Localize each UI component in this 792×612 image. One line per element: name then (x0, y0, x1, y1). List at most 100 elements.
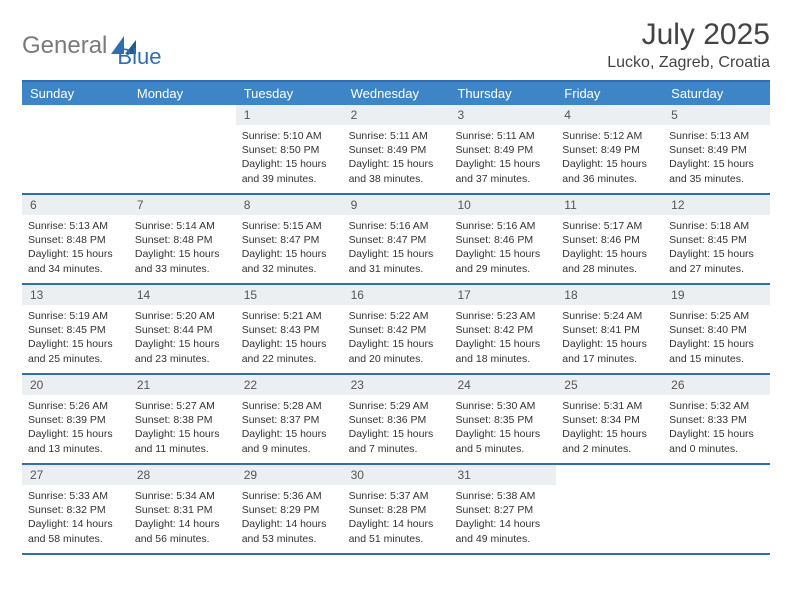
sunrise-text: Sunrise: 5:11 AM (349, 129, 444, 143)
day-body: Sunrise: 5:21 AMSunset: 8:43 PMDaylight:… (236, 305, 343, 372)
day-body: Sunrise: 5:11 AMSunset: 8:49 PMDaylight:… (343, 125, 450, 192)
sunset-text: Sunset: 8:46 PM (455, 233, 550, 247)
sunset-text: Sunset: 8:28 PM (349, 503, 444, 517)
daylight-text: Daylight: 15 hours and 29 minutes. (455, 247, 550, 275)
sunrise-text: Sunrise: 5:15 AM (242, 219, 337, 233)
sunset-text: Sunset: 8:46 PM (562, 233, 657, 247)
day-cell: 10Sunrise: 5:16 AMSunset: 8:46 PMDayligh… (449, 195, 556, 283)
sunrise-text: Sunrise: 5:19 AM (28, 309, 123, 323)
logo-text-blue: Blue (117, 44, 161, 70)
sunrise-text: Sunrise: 5:14 AM (135, 219, 230, 233)
sunrise-text: Sunrise: 5:17 AM (562, 219, 657, 233)
day-header: Friday (556, 82, 663, 105)
daylight-text: Daylight: 15 hours and 38 minutes. (349, 157, 444, 185)
sunrise-text: Sunrise: 5:37 AM (349, 489, 444, 503)
day-cell: 21Sunrise: 5:27 AMSunset: 8:38 PMDayligh… (129, 375, 236, 463)
week-row: 1Sunrise: 5:10 AMSunset: 8:50 PMDaylight… (22, 105, 770, 195)
day-number: 14 (129, 285, 236, 305)
day-body: Sunrise: 5:37 AMSunset: 8:28 PMDaylight:… (343, 485, 450, 552)
day-cell: 29Sunrise: 5:36 AMSunset: 8:29 PMDayligh… (236, 465, 343, 553)
sunrise-text: Sunrise: 5:20 AM (135, 309, 230, 323)
day-header: Monday (129, 82, 236, 105)
day-cell: 17Sunrise: 5:23 AMSunset: 8:42 PMDayligh… (449, 285, 556, 373)
day-cell: 27Sunrise: 5:33 AMSunset: 8:32 PMDayligh… (22, 465, 129, 553)
day-cell (129, 105, 236, 193)
day-body: Sunrise: 5:13 AMSunset: 8:49 PMDaylight:… (663, 125, 770, 192)
day-body: Sunrise: 5:13 AMSunset: 8:48 PMDaylight:… (22, 215, 129, 282)
day-body: Sunrise: 5:29 AMSunset: 8:36 PMDaylight:… (343, 395, 450, 462)
sunrise-text: Sunrise: 5:30 AM (455, 399, 550, 413)
daylight-text: Daylight: 15 hours and 36 minutes. (562, 157, 657, 185)
sunset-text: Sunset: 8:35 PM (455, 413, 550, 427)
day-number: 4 (556, 105, 663, 125)
day-number: 6 (22, 195, 129, 215)
day-number: 21 (129, 375, 236, 395)
sunset-text: Sunset: 8:45 PM (28, 323, 123, 337)
day-body: Sunrise: 5:23 AMSunset: 8:42 PMDaylight:… (449, 305, 556, 372)
daylight-text: Daylight: 15 hours and 37 minutes. (455, 157, 550, 185)
day-number: 27 (22, 465, 129, 485)
day-number: 9 (343, 195, 450, 215)
sunrise-text: Sunrise: 5:36 AM (242, 489, 337, 503)
daylight-text: Daylight: 15 hours and 34 minutes. (28, 247, 123, 275)
sunset-text: Sunset: 8:47 PM (349, 233, 444, 247)
sunset-text: Sunset: 8:27 PM (455, 503, 550, 517)
sunrise-text: Sunrise: 5:16 AM (349, 219, 444, 233)
sunset-text: Sunset: 8:39 PM (28, 413, 123, 427)
day-cell: 5Sunrise: 5:13 AMSunset: 8:49 PMDaylight… (663, 105, 770, 193)
day-body: Sunrise: 5:15 AMSunset: 8:47 PMDaylight:… (236, 215, 343, 282)
daylight-text: Daylight: 15 hours and 39 minutes. (242, 157, 337, 185)
day-cell: 9Sunrise: 5:16 AMSunset: 8:47 PMDaylight… (343, 195, 450, 283)
daylight-text: Daylight: 15 hours and 17 minutes. (562, 337, 657, 365)
day-cell: 26Sunrise: 5:32 AMSunset: 8:33 PMDayligh… (663, 375, 770, 463)
day-body: Sunrise: 5:10 AMSunset: 8:50 PMDaylight:… (236, 125, 343, 192)
day-number: 28 (129, 465, 236, 485)
daylight-text: Daylight: 14 hours and 53 minutes. (242, 517, 337, 545)
daylight-text: Daylight: 15 hours and 28 minutes. (562, 247, 657, 275)
sunrise-text: Sunrise: 5:10 AM (242, 129, 337, 143)
day-body: Sunrise: 5:28 AMSunset: 8:37 PMDaylight:… (236, 395, 343, 462)
daylight-text: Daylight: 14 hours and 51 minutes. (349, 517, 444, 545)
sunset-text: Sunset: 8:45 PM (669, 233, 764, 247)
sunset-text: Sunset: 8:43 PM (242, 323, 337, 337)
day-body: Sunrise: 5:32 AMSunset: 8:33 PMDaylight:… (663, 395, 770, 462)
daylight-text: Daylight: 14 hours and 49 minutes. (455, 517, 550, 545)
day-header: Sunday (22, 82, 129, 105)
day-cell: 11Sunrise: 5:17 AMSunset: 8:46 PMDayligh… (556, 195, 663, 283)
sunrise-text: Sunrise: 5:27 AM (135, 399, 230, 413)
day-header: Thursday (449, 82, 556, 105)
sunset-text: Sunset: 8:49 PM (455, 143, 550, 157)
day-body: Sunrise: 5:16 AMSunset: 8:47 PMDaylight:… (343, 215, 450, 282)
sunset-text: Sunset: 8:49 PM (562, 143, 657, 157)
day-cell: 4Sunrise: 5:12 AMSunset: 8:49 PMDaylight… (556, 105, 663, 193)
day-cell: 23Sunrise: 5:29 AMSunset: 8:36 PMDayligh… (343, 375, 450, 463)
sunrise-text: Sunrise: 5:21 AM (242, 309, 337, 323)
location-text: Lucko, Zagreb, Croatia (607, 54, 770, 72)
sunrise-text: Sunrise: 5:23 AM (455, 309, 550, 323)
sunset-text: Sunset: 8:38 PM (135, 413, 230, 427)
daylight-text: Daylight: 15 hours and 31 minutes. (349, 247, 444, 275)
sunset-text: Sunset: 8:34 PM (562, 413, 657, 427)
week-row: 27Sunrise: 5:33 AMSunset: 8:32 PMDayligh… (22, 465, 770, 555)
sunrise-text: Sunrise: 5:32 AM (669, 399, 764, 413)
daylight-text: Daylight: 15 hours and 15 minutes. (669, 337, 764, 365)
daylight-text: Daylight: 15 hours and 35 minutes. (669, 157, 764, 185)
sunrise-text: Sunrise: 5:13 AM (669, 129, 764, 143)
sunset-text: Sunset: 8:48 PM (135, 233, 230, 247)
daylight-text: Daylight: 15 hours and 22 minutes. (242, 337, 337, 365)
day-cell: 24Sunrise: 5:30 AMSunset: 8:35 PMDayligh… (449, 375, 556, 463)
sunset-text: Sunset: 8:44 PM (135, 323, 230, 337)
sunset-text: Sunset: 8:31 PM (135, 503, 230, 517)
daylight-text: Daylight: 15 hours and 25 minutes. (28, 337, 123, 365)
sunrise-text: Sunrise: 5:31 AM (562, 399, 657, 413)
week-row: 13Sunrise: 5:19 AMSunset: 8:45 PMDayligh… (22, 285, 770, 375)
weeks-container: 1Sunrise: 5:10 AMSunset: 8:50 PMDaylight… (22, 105, 770, 555)
sunset-text: Sunset: 8:33 PM (669, 413, 764, 427)
header-section: General Blue July 2025 Lucko, Zagreb, Cr… (22, 18, 770, 72)
day-cell: 30Sunrise: 5:37 AMSunset: 8:28 PMDayligh… (343, 465, 450, 553)
sunset-text: Sunset: 8:37 PM (242, 413, 337, 427)
day-body: Sunrise: 5:33 AMSunset: 8:32 PMDaylight:… (22, 485, 129, 552)
day-number: 31 (449, 465, 556, 485)
day-body: Sunrise: 5:26 AMSunset: 8:39 PMDaylight:… (22, 395, 129, 462)
day-cell: 2Sunrise: 5:11 AMSunset: 8:49 PMDaylight… (343, 105, 450, 193)
